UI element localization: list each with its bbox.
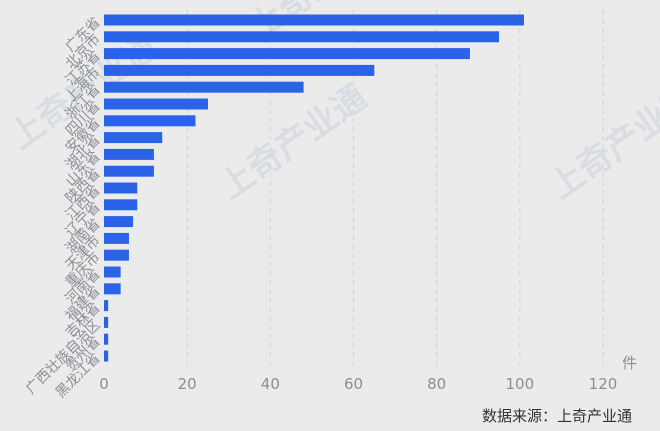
x-tick-labels: 0 20 40 60 80 100 120 — [99, 375, 617, 393]
bar — [104, 232, 129, 244]
bar — [104, 115, 196, 127]
bar — [104, 199, 138, 211]
bar — [104, 48, 470, 60]
watermark-text: 上奇产业通 — [212, 77, 374, 207]
bar — [104, 266, 121, 278]
x-tick-label: 80 — [427, 375, 446, 393]
bar — [104, 148, 154, 160]
bars-layer — [104, 14, 524, 362]
x-unit-label: 件 — [622, 354, 637, 372]
bar — [104, 14, 524, 26]
bar — [104, 81, 304, 93]
category-labels: 广东省北京市江苏省上海市浙江省四川省安徽省湖北省山东省陕西省江西省辽宁省湖南省天… — [23, 14, 104, 401]
source-note: 数据来源：上奇产业通 — [482, 407, 632, 425]
bar — [104, 31, 500, 43]
x-tick-label: 40 — [261, 375, 280, 393]
bar — [104, 165, 154, 177]
bar — [104, 350, 109, 362]
bar — [104, 249, 129, 261]
bar — [104, 300, 109, 312]
x-tick-label: 0 — [99, 375, 109, 393]
bar — [104, 182, 138, 194]
x-tick-label: 100 — [506, 375, 535, 393]
bar — [104, 132, 163, 144]
x-tick-label: 20 — [178, 375, 197, 393]
bar — [104, 283, 121, 295]
bar — [104, 316, 109, 328]
x-tick-label: 60 — [344, 375, 363, 393]
x-tick-label: 120 — [589, 375, 618, 393]
bar — [104, 98, 208, 110]
bar — [104, 333, 109, 345]
bar — [104, 216, 134, 228]
bar — [104, 64, 375, 76]
watermark-text: 上奇产业通 — [542, 77, 660, 207]
